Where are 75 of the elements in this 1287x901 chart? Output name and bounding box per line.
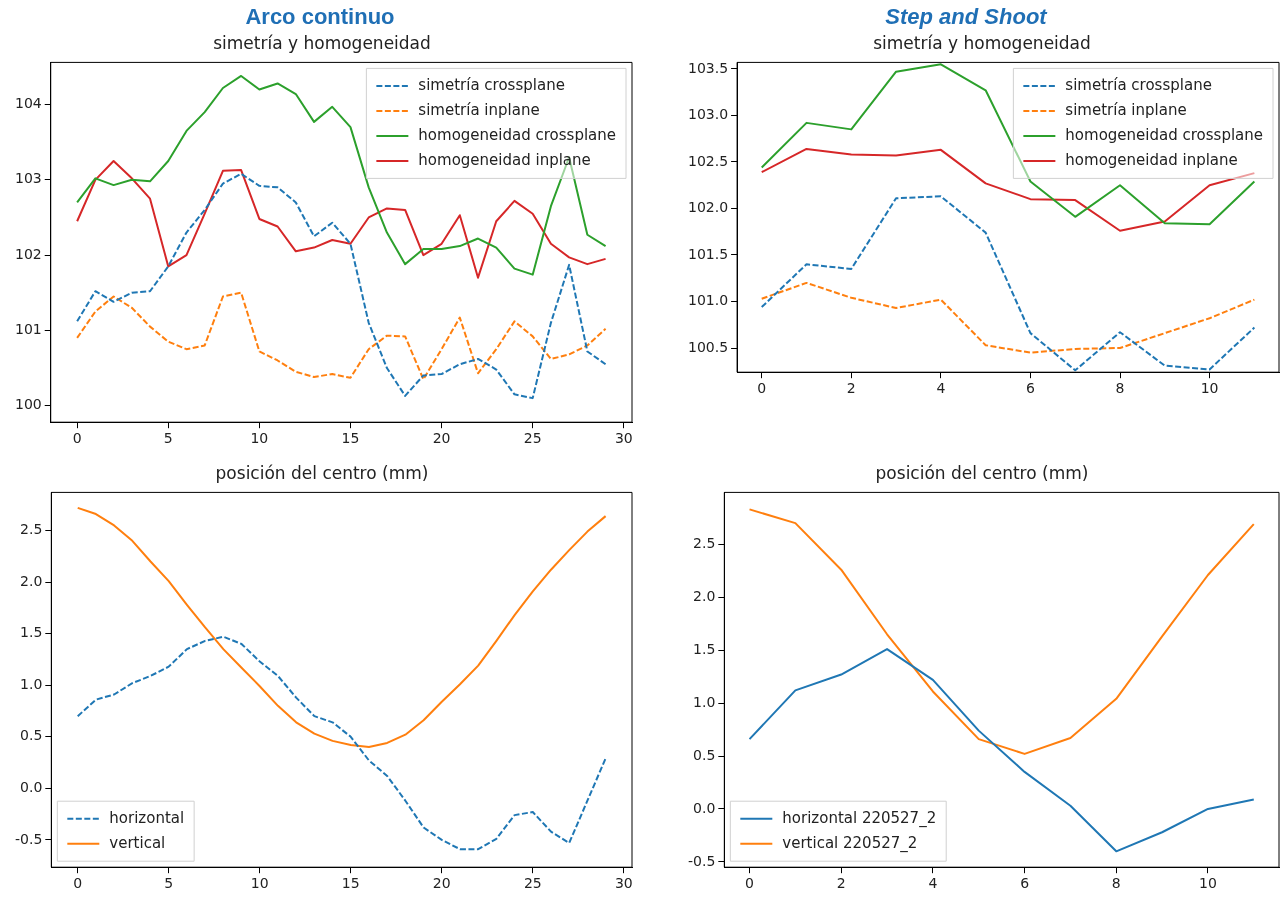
legend-label: homogeneidad inplane — [1065, 150, 1238, 169]
legend-label: horizontal 220527_2 — [782, 808, 937, 828]
line-series — [76, 172, 607, 400]
y-tick-label: 101 — [14, 321, 42, 338]
x-tick-label: 8 — [1111, 875, 1121, 892]
legend-label: simetría crossplane — [1065, 75, 1212, 94]
y-tick-label: 102 — [14, 245, 42, 262]
x-tick-label: 25 — [523, 430, 542, 447]
legend-label: vertical — [109, 833, 166, 852]
x-tick-label: 6 — [1025, 380, 1035, 397]
legend-label: homogeneidad inplane — [418, 150, 591, 169]
x-tick-label: 0 — [745, 875, 754, 892]
y-tick-label: 100 — [14, 396, 42, 413]
x-tick-label: 30 — [614, 875, 633, 892]
legend-label: homogeneidad crossplane — [1065, 125, 1263, 144]
line-series — [760, 281, 1256, 354]
x-tick-label: 4 — [928, 875, 938, 892]
line-series — [760, 195, 1256, 372]
y-tick-label: 101.0 — [687, 292, 729, 309]
x-tick-label: 20 — [432, 875, 451, 892]
y-tick-label: 1.0 — [693, 693, 716, 710]
text: Arco continuo — [244, 4, 396, 30]
y-tick-label: 1.5 — [20, 624, 43, 641]
y-tick-label: 2.5 — [693, 534, 716, 551]
x-tick-label: 10 — [1199, 875, 1217, 892]
x-tick-label: 10 — [250, 430, 269, 447]
y-tick-label: 2.0 — [693, 587, 716, 604]
legend-label: homogeneidad crossplane — [418, 125, 616, 144]
x-tick-label: 2 — [836, 875, 846, 892]
x-tick-label: 6 — [1020, 875, 1030, 892]
legend-label: simetría crossplane — [418, 75, 565, 94]
y-tick-label: 2.0 — [20, 572, 43, 589]
legend-label: horizontal — [109, 808, 185, 827]
x-tick-label: 10 — [250, 875, 269, 892]
chart-title: simetría y homogeneidad — [873, 32, 1091, 53]
x-tick-label: 5 — [163, 430, 173, 447]
y-tick-label: 103.0 — [687, 106, 729, 123]
chart-title: posición del centro (mm) — [875, 462, 1089, 483]
chart-title: posición del centro (mm) — [215, 462, 429, 483]
y-tick-label: 0.5 — [20, 727, 43, 744]
y-tick-label: 2.5 — [20, 521, 43, 538]
y-tick-label: 103.5 — [687, 59, 729, 76]
x-tick-label: 5 — [164, 875, 174, 892]
x-tick-label: 0 — [757, 380, 767, 397]
y-tick-label: -0.5 — [14, 830, 43, 847]
y-tick-label: 0.0 — [693, 799, 716, 816]
x-tick-label: 4 — [936, 380, 946, 397]
y-tick-label: -0.5 — [687, 852, 716, 869]
x-tick-label: 0 — [72, 430, 82, 447]
y-tick-label: 0.0 — [20, 778, 43, 795]
y-tick-label: 102.0 — [687, 199, 729, 216]
y-tick-label: 103 — [14, 170, 42, 187]
x-tick-label: 20 — [432, 430, 451, 447]
x-tick-label: 25 — [523, 875, 542, 892]
y-tick-label: 1.5 — [693, 640, 716, 657]
legend-label: simetría inplane — [418, 100, 540, 119]
text: Step and Shoot — [884, 4, 1049, 30]
x-tick-label: 8 — [1115, 380, 1125, 397]
x-tick-label: 10 — [1200, 380, 1219, 397]
y-tick-label: 1.0 — [20, 675, 43, 692]
x-tick-label: 15 — [341, 875, 360, 892]
x-tick-label: 0 — [73, 875, 83, 892]
x-tick-label: 15 — [341, 430, 360, 447]
y-tick-label: 0.5 — [693, 746, 716, 763]
chart-title: simetría y homogeneidad — [213, 32, 431, 53]
line-series — [76, 635, 607, 851]
y-tick-label: 102.5 — [687, 152, 729, 169]
legend-label: simetría inplane — [1065, 100, 1187, 119]
x-tick-label: 30 — [614, 430, 633, 447]
line-series — [76, 291, 607, 381]
y-tick-label: 104 — [14, 95, 42, 112]
y-tick-label: 101.5 — [687, 245, 729, 262]
x-tick-label: 2 — [846, 380, 856, 397]
legend-label: vertical 220527_2 — [782, 833, 918, 853]
y-tick-label: 100.5 — [687, 338, 729, 355]
